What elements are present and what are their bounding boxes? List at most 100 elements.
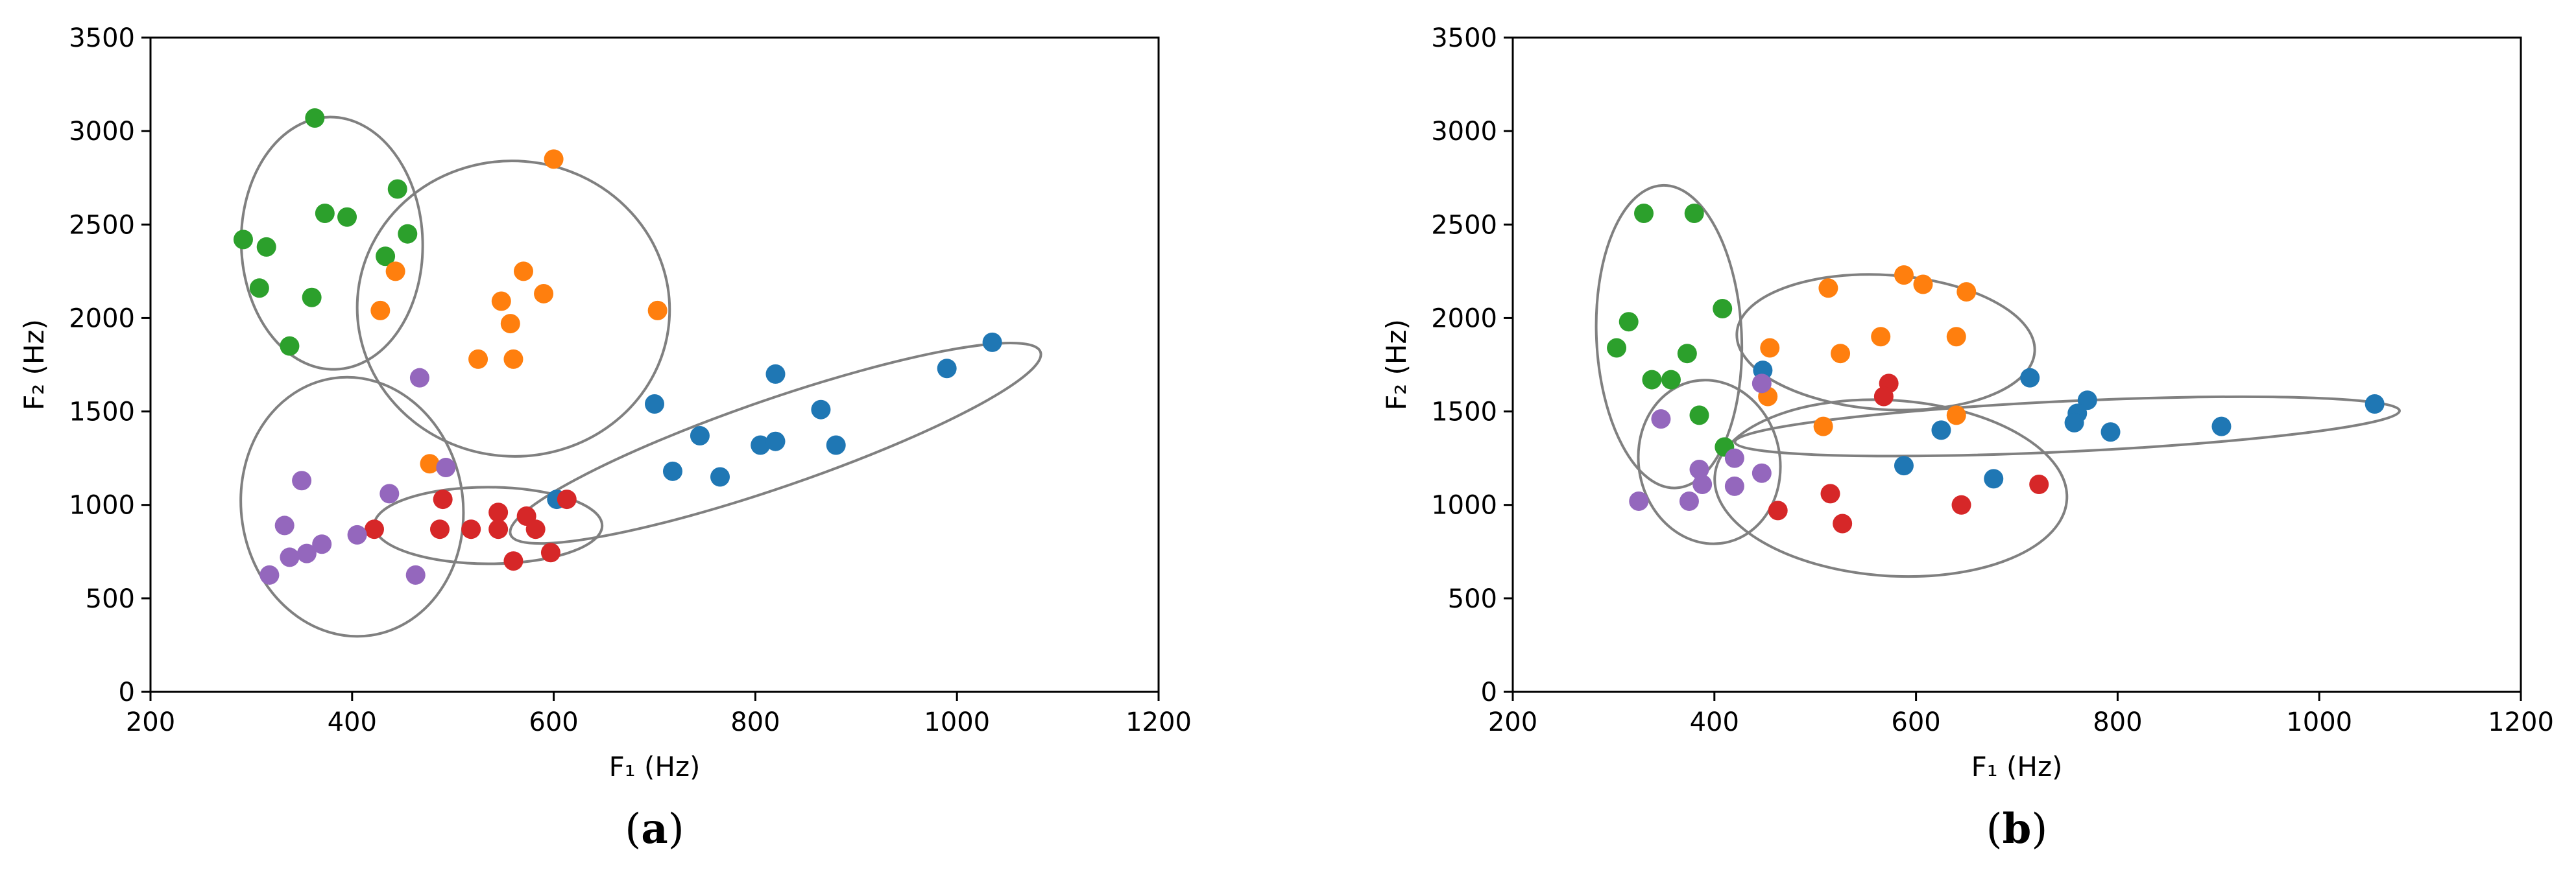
data-point (233, 230, 253, 250)
data-point (1689, 459, 1709, 479)
data-point (1873, 386, 1894, 407)
data-point (982, 332, 1002, 352)
x-tick-label: 600 (529, 707, 578, 737)
y-tick-label: 2000 (1431, 303, 1497, 333)
data-point (534, 283, 554, 303)
data-point (249, 278, 269, 298)
series-points (1768, 373, 2049, 534)
data-point (1751, 463, 1772, 483)
data-point (1894, 456, 1914, 476)
data-point (1619, 312, 1639, 332)
x-tick-label: 200 (1488, 707, 1537, 737)
x-tick-label: 400 (1690, 707, 1739, 737)
data-point (1833, 514, 1853, 534)
data-point (1651, 409, 1671, 429)
data-point (376, 246, 396, 266)
data-point (387, 179, 407, 199)
panel-label: (a) (625, 805, 684, 853)
data-point (544, 149, 564, 169)
data-point (312, 534, 332, 554)
data-point (379, 484, 400, 504)
y-tick-label: 3500 (1431, 23, 1497, 53)
data-point (1818, 278, 1838, 298)
x-tick-label: 800 (2093, 707, 2142, 737)
series-points (259, 368, 456, 585)
data-point (2077, 390, 2097, 410)
cluster-ellipse (1713, 398, 2069, 578)
series-points (547, 332, 1002, 510)
data-point (751, 435, 771, 455)
data-point (429, 519, 450, 539)
data-point (645, 394, 664, 414)
data-point (259, 565, 280, 585)
data-point (1813, 416, 1833, 436)
data-point (557, 490, 577, 510)
data-point (296, 543, 317, 563)
data-point (1894, 265, 1914, 285)
data-point (488, 519, 509, 539)
data-point (405, 565, 426, 585)
y-tick-label: 1000 (1431, 491, 1497, 521)
data-point (1684, 203, 1704, 223)
x-tick-label: 1200 (1125, 707, 1192, 737)
data-point (491, 291, 511, 311)
data-point (1724, 476, 1744, 496)
data-point (937, 359, 957, 379)
y-tick-label: 3000 (69, 117, 135, 147)
x-tick-label: 400 (328, 707, 377, 737)
series-points (370, 149, 668, 474)
data-point (1677, 344, 1697, 364)
data-point (398, 224, 418, 244)
ellipse-group (1595, 183, 2401, 578)
data-point (540, 543, 560, 563)
data-point (1951, 495, 1971, 515)
x-axis-label: F₁ (Hz) (609, 751, 701, 783)
x-tick-label: 200 (126, 707, 175, 737)
data-point (305, 108, 325, 128)
y-tick-label: 3000 (1431, 117, 1497, 147)
data-point (1931, 420, 1951, 440)
x-tick-label: 800 (730, 707, 780, 737)
axes-frame (1511, 36, 2522, 693)
data-point (461, 519, 481, 539)
data-point (468, 349, 488, 369)
data-point (1984, 469, 2004, 489)
data-point (1751, 373, 1772, 394)
data-point (765, 431, 786, 451)
y-tick-label: 1000 (69, 491, 135, 521)
data-point (1946, 327, 1966, 347)
data-point (420, 454, 440, 474)
data-point (1946, 405, 1966, 425)
data-point (302, 287, 322, 307)
data-point (1634, 203, 1654, 223)
data-point (647, 300, 668, 320)
y-tick-label: 0 (1481, 678, 1497, 707)
series-points (1758, 265, 1977, 436)
x-tick-label: 600 (1891, 707, 1940, 737)
y-tick-label: 500 (1448, 584, 1497, 614)
cluster-ellipse (1733, 395, 2401, 458)
data-point (2029, 475, 2049, 495)
data-point (1661, 370, 1681, 390)
data-point (2365, 394, 2385, 414)
data-point (2211, 416, 2232, 436)
data-point (1642, 370, 1662, 390)
data-point (488, 503, 509, 523)
y-tick-label: 2500 (1431, 210, 1497, 240)
y-tick-label: 3500 (69, 23, 135, 53)
data-point (525, 519, 546, 539)
data-point (1956, 282, 1977, 302)
panel-label: (b) (1986, 805, 2048, 853)
x-tick-label: 1200 (2488, 707, 2554, 737)
data-point (1607, 338, 1627, 358)
data-point (710, 467, 730, 487)
data-point (370, 300, 391, 320)
y-axis-label: F₂ (Hz) (18, 319, 50, 410)
chart-panel: 200 400 600 800 1000 1200 0 500 1000 1500 2000 2500… (1380, 23, 2554, 853)
data-point (1831, 344, 1851, 364)
data-point (2020, 368, 2040, 388)
data-point (1760, 338, 1780, 358)
series-points (1753, 361, 2385, 489)
data-point (347, 525, 367, 545)
